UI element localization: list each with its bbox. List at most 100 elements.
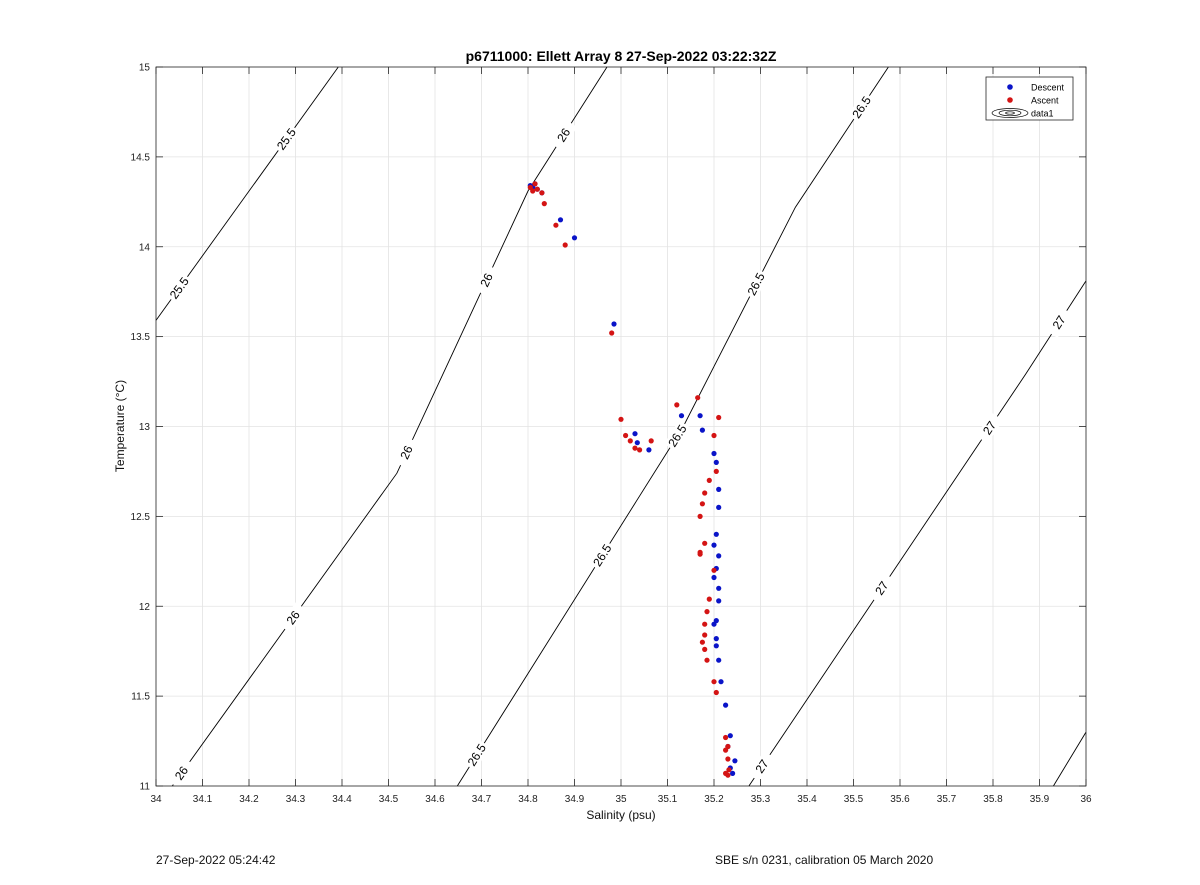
ascent-point [648, 438, 654, 444]
y-tick-label: 12.5 [131, 512, 151, 523]
descent-point [732, 758, 738, 764]
ascent-point [702, 540, 708, 546]
descent-point [727, 733, 733, 739]
y-tick-label: 13.5 [131, 332, 151, 343]
descent-point [678, 413, 685, 419]
y-axis-label: Temperature (°C) [113, 380, 127, 472]
x-tick-label: 34.8 [518, 794, 538, 805]
descent-point [697, 413, 703, 419]
ascent-point [716, 414, 722, 421]
contour-label-gap [165, 272, 194, 304]
ascent-point [702, 646, 708, 653]
contour-label-text: 26 [397, 443, 415, 461]
contour-label-gap [848, 91, 876, 123]
ascent-point [695, 395, 701, 401]
x-tick-label: 35.4 [797, 794, 817, 805]
descent-point [634, 440, 640, 446]
ascent-point [532, 181, 538, 187]
data-points [527, 181, 738, 778]
legend-ascent-marker [1007, 97, 1013, 103]
legend: Descent Ascent data1 [985, 76, 1074, 121]
descent-point [711, 450, 717, 457]
x-tick-label: 35.3 [751, 794, 771, 805]
contour-label-gap [664, 420, 691, 452]
descent-point [716, 598, 722, 604]
legend-data1-label: data1 [1031, 109, 1054, 119]
descent-point [713, 459, 719, 465]
contour-label-gap [272, 123, 301, 155]
ascent-point [713, 468, 719, 474]
contour-label: 27 [748, 750, 776, 782]
y-tick-label: 14 [139, 242, 151, 253]
contour-label: 27 [975, 412, 1004, 444]
ascent-point [637, 447, 643, 453]
legend-descent-label: Descent [1031, 83, 1065, 93]
ascent-point [562, 242, 568, 248]
footer-calibration: SBE s/n 0231, calibration 05 March 2020 [715, 853, 934, 867]
descent-point [557, 217, 564, 223]
ascent-point [530, 188, 536, 194]
ascent-point [711, 567, 717, 573]
contour-label: 26 [474, 264, 499, 296]
x-tick-label: 35.7 [937, 794, 957, 805]
descent-point [716, 504, 722, 510]
descent-point [711, 574, 717, 581]
x-tick-label: 35.2 [704, 794, 724, 805]
x-tick-label: 34.2 [239, 794, 259, 805]
ascent-point [553, 222, 559, 228]
ascent-point [723, 747, 729, 753]
contour-line [1053, 731, 1087, 787]
contour-label: 26 [394, 436, 419, 469]
y-tick-label: 11.5 [131, 692, 150, 703]
ascent-point [725, 756, 731, 762]
descent-point [716, 585, 722, 591]
descent-point [730, 770, 736, 777]
ascent-point [699, 639, 706, 645]
y-tick-label: 12 [139, 602, 151, 613]
ascent-point [627, 438, 633, 444]
ascent-point [609, 330, 615, 336]
contour-label-gap [394, 436, 419, 469]
ascent-point [632, 445, 638, 451]
legend-descent-marker [1007, 84, 1013, 90]
x-tick-label: 34.7 [472, 794, 492, 805]
contour-label-gap [1045, 306, 1073, 338]
descent-point [713, 531, 719, 537]
x-axis-label: Salinity (psu) [586, 808, 655, 822]
y-tick-label: 13 [139, 422, 151, 433]
descent-point [713, 643, 719, 649]
descent-point [711, 542, 717, 548]
y-tick-label: 15 [139, 63, 151, 74]
descent-point [699, 427, 706, 433]
descent-point [718, 679, 724, 685]
ascent-point [704, 609, 710, 615]
contour-label-gap [279, 602, 308, 634]
ascent-point [702, 621, 708, 627]
ascent-point [726, 767, 732, 773]
contour-label-gap [743, 268, 769, 300]
grid-lines [155, 66, 1087, 787]
descent-point [716, 486, 722, 492]
legend-contour-icon [991, 108, 1029, 118]
contour-label: 26 [279, 602, 308, 634]
x-tick-label: 35.8 [983, 794, 1003, 805]
descent-point [571, 235, 578, 241]
x-tick-label: 35 [615, 794, 627, 805]
descent-point [632, 431, 638, 437]
ascent-point [623, 432, 629, 439]
legend-box [985, 76, 1074, 121]
ascent-point [725, 772, 731, 778]
contour-label: 27 [1045, 306, 1073, 338]
x-tick-label: 35.6 [890, 794, 910, 805]
contour-label-text: 26 [477, 271, 495, 289]
contour-label-gap [868, 572, 896, 604]
ascent-point [534, 186, 540, 192]
contour-label-gap [463, 739, 491, 771]
ascent-point [699, 501, 706, 507]
contour-label-gap [748, 750, 776, 782]
x-tick-label: 36 [1080, 794, 1092, 805]
x-tick-label: 34.6 [425, 794, 445, 805]
ascent-point [618, 416, 624, 422]
y-tick-label: 14.5 [131, 152, 151, 163]
ascent-point [711, 432, 717, 439]
